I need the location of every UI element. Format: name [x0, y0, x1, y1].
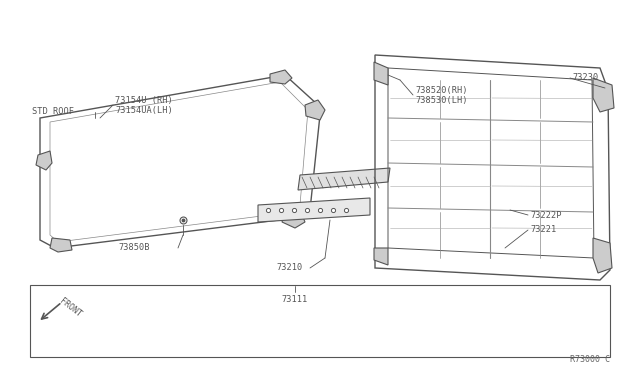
Polygon shape [50, 238, 72, 252]
Polygon shape [282, 210, 305, 228]
Polygon shape [270, 70, 292, 84]
Text: 73210: 73210 [277, 263, 303, 273]
Text: 73154U (RH): 73154U (RH) [115, 96, 173, 105]
Bar [30, 285, 610, 357]
Text: STD ROOF: STD ROOF [32, 108, 74, 116]
Polygon shape [593, 238, 612, 273]
Text: 73111: 73111 [282, 295, 308, 305]
Text: 73230: 73230 [572, 74, 598, 83]
Text: 738530(LH): 738530(LH) [415, 96, 467, 105]
Polygon shape [593, 78, 614, 112]
Text: R73000 C: R73000 C [570, 356, 610, 365]
Text: 73154UA(LH): 73154UA(LH) [115, 106, 173, 115]
Polygon shape [258, 198, 370, 222]
Text: FRONT: FRONT [58, 296, 83, 318]
Polygon shape [374, 62, 388, 85]
Polygon shape [298, 168, 390, 190]
Polygon shape [374, 248, 388, 265]
Polygon shape [36, 151, 52, 170]
Polygon shape [305, 100, 325, 120]
Text: 73221: 73221 [530, 225, 556, 234]
Text: 73850B: 73850B [118, 244, 150, 253]
Text: 73222P: 73222P [530, 211, 561, 219]
Text: 738520(RH): 738520(RH) [415, 86, 467, 94]
